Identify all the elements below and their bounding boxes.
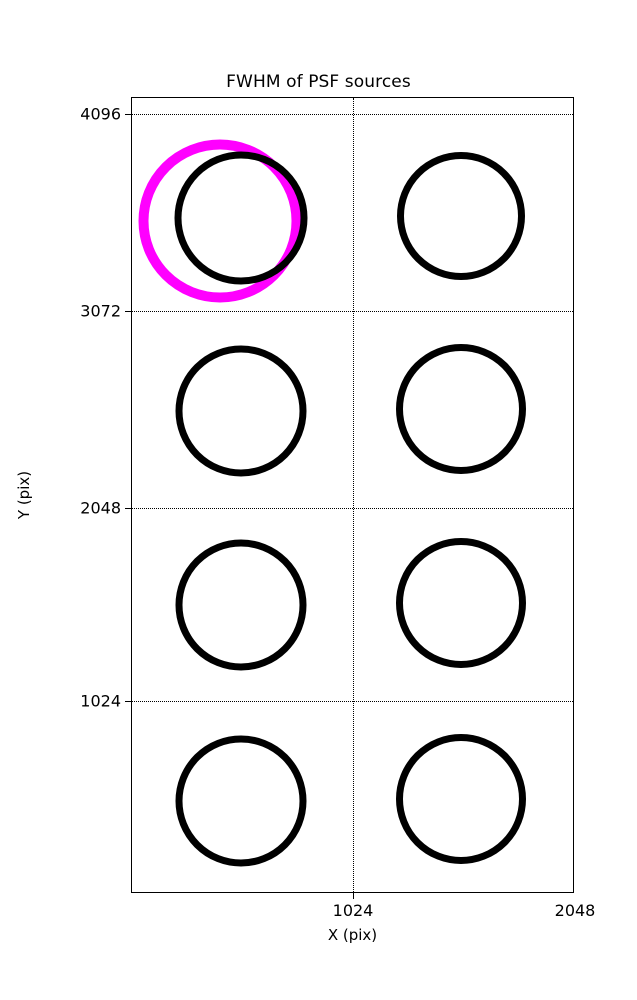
y-axis-tick-label: 4096 [80, 104, 121, 124]
gridline-horizontal [132, 508, 573, 509]
y-axis-tick [125, 114, 132, 115]
y-axis-tick [125, 508, 132, 509]
y-axis-tick [125, 311, 132, 312]
x-axis-tick-label: 1024 [332, 901, 374, 920]
gridline-horizontal [132, 701, 573, 702]
psf-source-fwhm-circle [396, 734, 526, 864]
psf-source-fwhm-circle [175, 539, 307, 671]
gridline-horizontal [132, 114, 573, 115]
y-axis-label: Y (pix) [15, 470, 33, 520]
x-axis-tick-label: 2048 [554, 901, 596, 920]
x-axis-label: X (pix) [327, 926, 378, 944]
psf-source-fwhm-circle [175, 345, 307, 477]
gridline-horizontal [132, 311, 573, 312]
y-axis-tick-label: 3072 [80, 301, 121, 321]
y-axis-tick-label: 1024 [80, 691, 121, 711]
psf-source-fwhm-circle [175, 735, 307, 867]
gridline-vertical [353, 98, 354, 892]
plot-axes-frame: 4096 3072 2048 1024 1024 2048 [80, 97, 595, 920]
y-axis-tick-label: 2048 [80, 498, 121, 518]
page-title: FWHM of PSF sources [226, 72, 411, 92]
psf-source-fwhm-circle [397, 152, 525, 280]
x-axis-tick [353, 892, 354, 899]
psf-source-fwhm-circle [396, 538, 526, 668]
y-axis-tick [125, 701, 132, 702]
psf-source-fwhm-circle [174, 151, 308, 285]
psf-source-fwhm-circle [396, 344, 526, 474]
